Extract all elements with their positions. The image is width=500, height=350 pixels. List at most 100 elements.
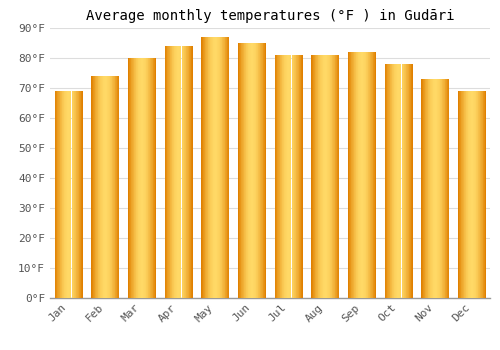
Bar	[358, 52, 359, 298]
Bar	[186, 46, 187, 298]
Bar	[77, 91, 78, 298]
Bar	[152, 58, 154, 298]
Bar	[386, 64, 388, 298]
Bar	[64, 91, 65, 298]
Bar	[224, 37, 225, 298]
Bar	[260, 43, 261, 298]
Bar	[56, 91, 58, 298]
Bar	[296, 55, 297, 298]
Bar	[217, 37, 218, 298]
Bar	[395, 64, 396, 298]
Bar	[323, 55, 324, 298]
Bar	[164, 46, 166, 298]
Bar	[101, 76, 102, 298]
Bar	[146, 58, 147, 298]
Bar	[147, 58, 148, 298]
Bar	[226, 37, 228, 298]
Bar	[286, 55, 288, 298]
Bar	[80, 91, 82, 298]
Bar	[138, 58, 139, 298]
Bar	[212, 37, 213, 298]
Bar	[298, 55, 299, 298]
Bar	[184, 46, 185, 298]
Bar	[204, 37, 205, 298]
Bar	[210, 37, 211, 298]
Bar	[348, 52, 350, 298]
Bar	[312, 55, 314, 298]
Bar	[181, 46, 182, 298]
Bar	[166, 46, 168, 298]
Bar	[168, 46, 169, 298]
Bar	[448, 79, 450, 298]
Bar	[185, 46, 186, 298]
Bar	[113, 76, 114, 298]
Bar	[151, 58, 152, 298]
Bar	[74, 91, 75, 298]
Bar	[466, 91, 467, 298]
Bar	[400, 64, 401, 298]
Bar	[183, 46, 184, 298]
Bar	[478, 91, 479, 298]
Bar	[354, 52, 355, 298]
Bar	[247, 43, 248, 298]
Bar	[441, 79, 442, 298]
Bar	[245, 43, 246, 298]
Bar	[366, 52, 367, 298]
Bar	[220, 37, 221, 298]
Bar	[68, 91, 70, 298]
Bar	[108, 76, 109, 298]
Bar	[250, 43, 252, 298]
Bar	[249, 43, 250, 298]
Bar	[142, 58, 144, 298]
Bar	[437, 79, 438, 298]
Bar	[330, 55, 331, 298]
Bar	[410, 64, 412, 298]
Bar	[192, 46, 193, 298]
Bar	[331, 55, 332, 298]
Bar	[407, 64, 408, 298]
Bar	[154, 58, 156, 298]
Bar	[405, 64, 406, 298]
Bar	[315, 55, 316, 298]
Bar	[284, 55, 285, 298]
Bar	[175, 46, 176, 298]
Bar	[279, 55, 280, 298]
Bar	[468, 91, 469, 298]
Bar	[402, 64, 403, 298]
Bar	[292, 55, 293, 298]
Bar	[359, 52, 360, 298]
Bar	[218, 37, 219, 298]
Bar	[479, 91, 480, 298]
Bar	[78, 91, 79, 298]
Bar	[261, 43, 262, 298]
Bar	[169, 46, 170, 298]
Bar	[109, 76, 110, 298]
Bar	[104, 76, 106, 298]
Bar	[396, 64, 398, 298]
Bar	[176, 46, 178, 298]
Bar	[170, 46, 171, 298]
Bar	[328, 55, 329, 298]
Bar	[302, 55, 303, 298]
Bar	[211, 37, 212, 298]
Bar	[432, 79, 433, 298]
Bar	[95, 76, 96, 298]
Bar	[465, 91, 466, 298]
Bar	[205, 37, 206, 298]
Bar	[463, 91, 464, 298]
Bar	[99, 76, 100, 298]
Bar	[207, 37, 208, 298]
Bar	[353, 52, 354, 298]
Bar	[202, 37, 203, 298]
Bar	[324, 55, 326, 298]
Bar	[474, 91, 475, 298]
Bar	[72, 91, 73, 298]
Bar	[58, 91, 59, 298]
Bar	[429, 79, 430, 298]
Bar	[240, 43, 242, 298]
Bar	[438, 79, 439, 298]
Bar	[128, 58, 130, 298]
Bar	[336, 55, 338, 298]
Bar	[107, 76, 108, 298]
Bar	[320, 55, 321, 298]
